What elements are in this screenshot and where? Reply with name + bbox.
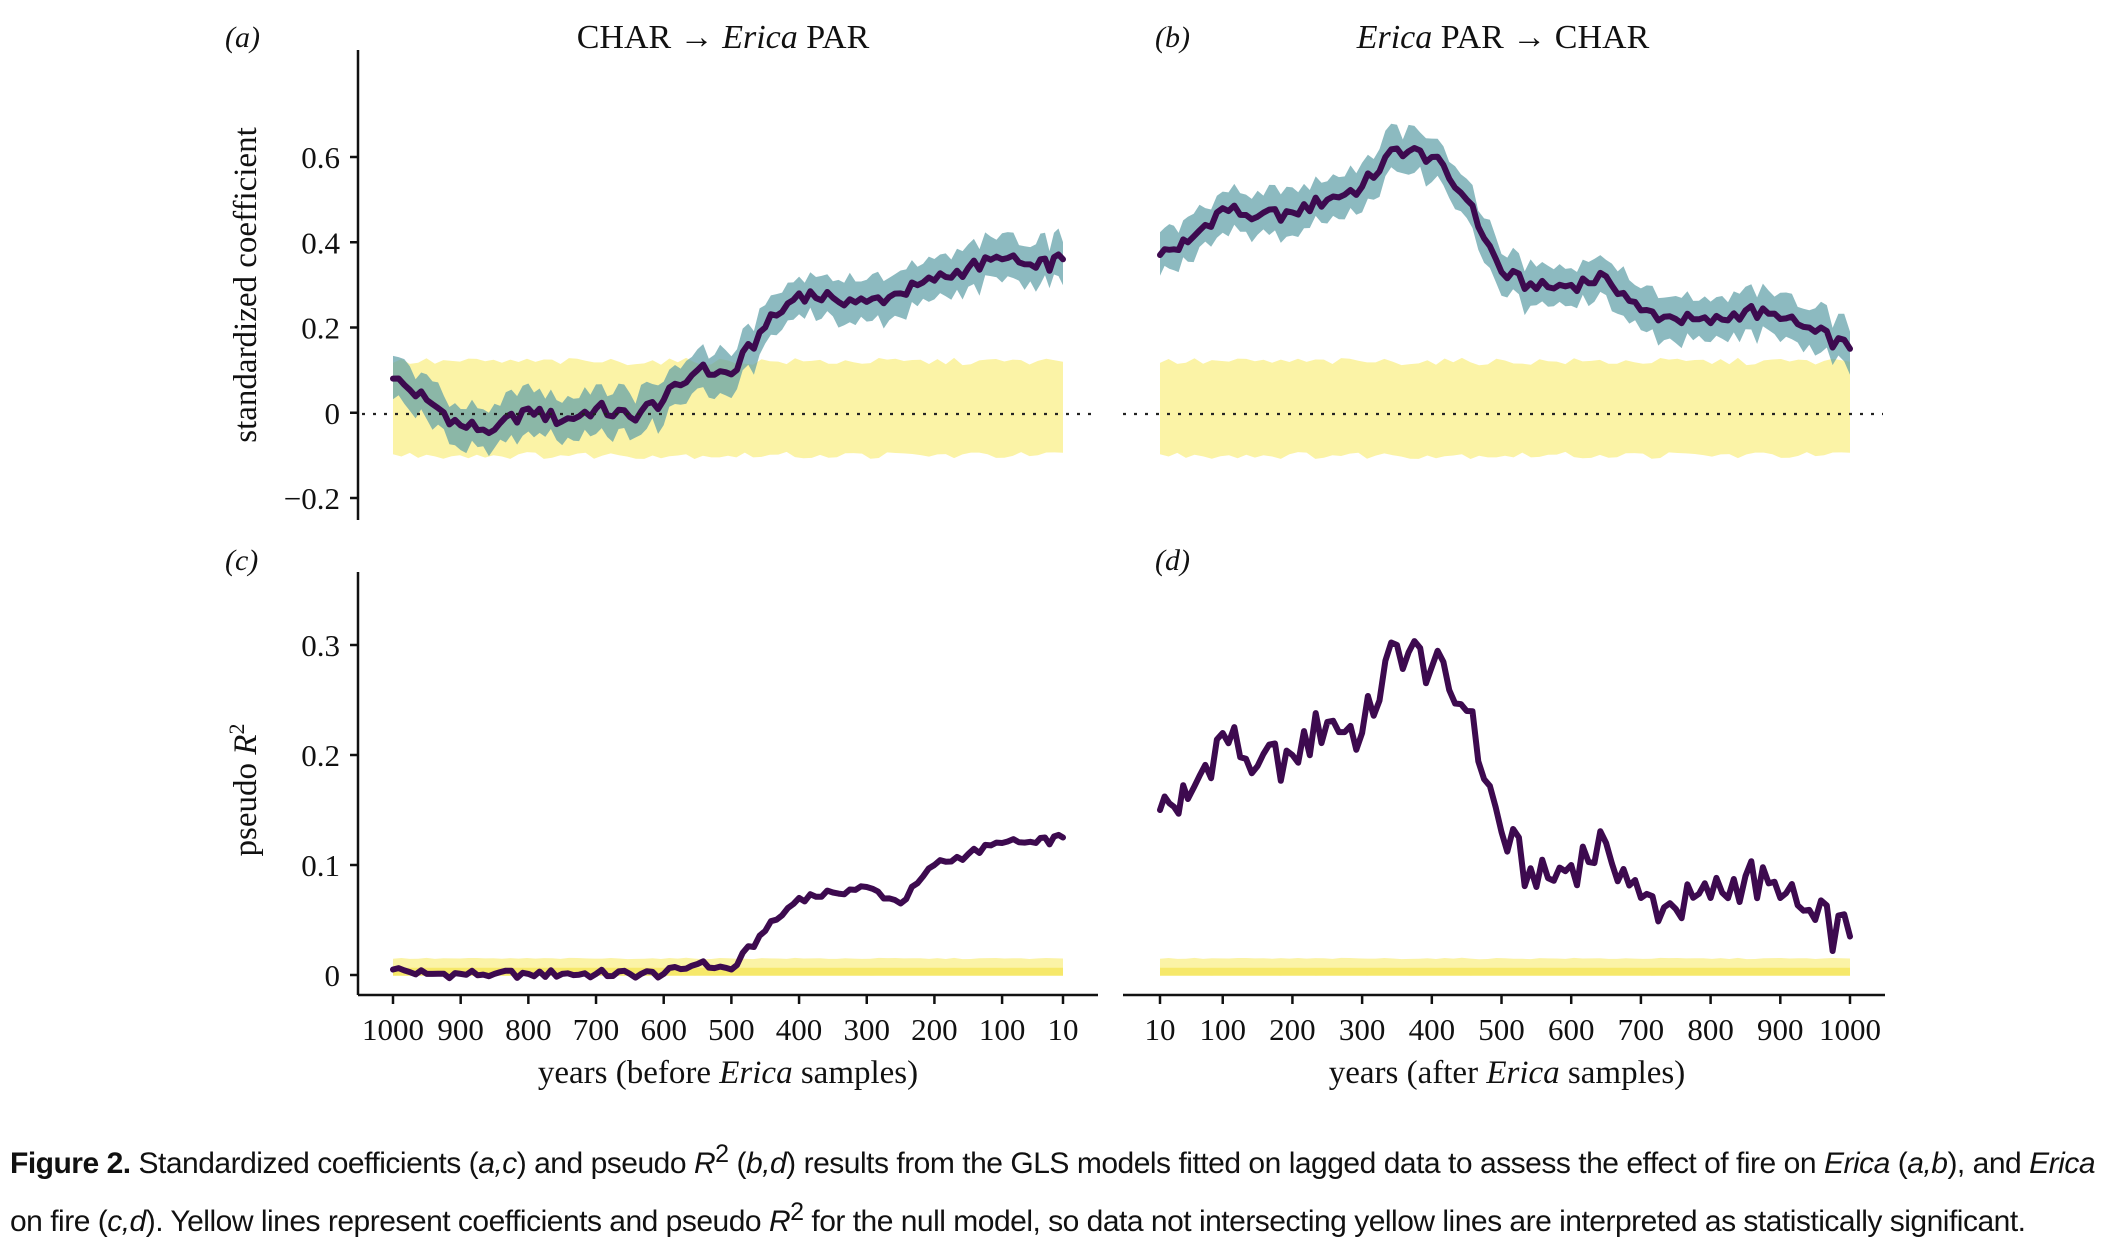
- left-x-ticks: 1000 900 800 700 600 500 400 300 200 100 10: [362, 995, 1079, 1047]
- coefficient-line-c: [393, 835, 1063, 978]
- x-tick-label: 700: [573, 1012, 620, 1047]
- x-tick-label: 200: [1269, 1012, 1316, 1047]
- y-tick-label: 0.2: [301, 311, 340, 346]
- x-tick-label: 1000: [362, 1012, 424, 1047]
- x-tick-label: 700: [1618, 1012, 1665, 1047]
- y-tick-label: 0.2: [301, 738, 340, 773]
- x-tick-label: 500: [1478, 1012, 1525, 1047]
- confidence-band-b: [1160, 124, 1850, 375]
- null-model-band-b: [1160, 358, 1850, 459]
- panel-a-letter: (a): [225, 21, 260, 54]
- x-tick-label: 100: [1199, 1012, 1246, 1047]
- panel-c-letter: (c): [225, 544, 258, 577]
- x-tick-label: 400: [1409, 1012, 1456, 1047]
- y-tick-label: −0.2: [284, 481, 340, 516]
- x-tick-label: 10: [1048, 1012, 1079, 1047]
- y-tick-label: 0.1: [301, 848, 340, 883]
- x-tick-label: 100: [979, 1012, 1026, 1047]
- top-y-ticks: 0.6 0.4 0.2 0 −0.2: [284, 140, 358, 516]
- x-tick-label: 600: [640, 1012, 687, 1047]
- coefficient-line-d: [1160, 641, 1850, 951]
- bottom-y-axis-title: pseudo R2: [224, 724, 265, 857]
- right-x-ticks: 10 100 200 300 400 500 600 700 800 900 1000: [1145, 995, 1882, 1047]
- x-tick-label: 900: [437, 1012, 484, 1047]
- x-tick-label: 400: [776, 1012, 823, 1047]
- x-tick-label: 500: [708, 1012, 755, 1047]
- y-tick-label: 0.3: [301, 628, 340, 663]
- x-tick-label: 300: [1339, 1012, 1386, 1047]
- y-tick-label: 0: [325, 396, 341, 431]
- x-tick-label: 800: [505, 1012, 552, 1047]
- x-tick-label: 800: [1687, 1012, 1734, 1047]
- panel-a-title: CHAR → Erica PAR: [577, 19, 870, 56]
- left-x-axis-title: years (before Erica samples): [538, 1055, 918, 1091]
- panel-c-plot: [393, 835, 1063, 978]
- y-tick-label: 0.6: [301, 140, 340, 175]
- x-tick-label: 600: [1548, 1012, 1595, 1047]
- bottom-y-ticks: 0.3 0.2 0.1 0: [301, 628, 358, 993]
- y-tick-label: 0.4: [301, 225, 340, 260]
- panel-b-letter: (b): [1155, 21, 1190, 54]
- panel-d-plot: [1160, 641, 1850, 976]
- panel-b-plot: [1160, 124, 1850, 459]
- panel-b-title: Erica PAR → CHAR: [1356, 19, 1650, 56]
- x-tick-label: 1000: [1819, 1012, 1881, 1047]
- x-tick-label: 300: [843, 1012, 890, 1047]
- x-tick-label: 900: [1757, 1012, 1804, 1047]
- panel-a-plot: [393, 229, 1063, 460]
- top-y-axis-title: standardized coefficient: [228, 127, 264, 442]
- caption-label: Figure 2.: [10, 1147, 131, 1180]
- x-tick-label: 200: [911, 1012, 958, 1047]
- right-x-axis-title: years (after Erica samples): [1329, 1055, 1685, 1091]
- y-tick-label: 0: [325, 958, 341, 993]
- x-tick-label: 10: [1145, 1012, 1176, 1047]
- panel-d-letter: (d): [1155, 544, 1190, 577]
